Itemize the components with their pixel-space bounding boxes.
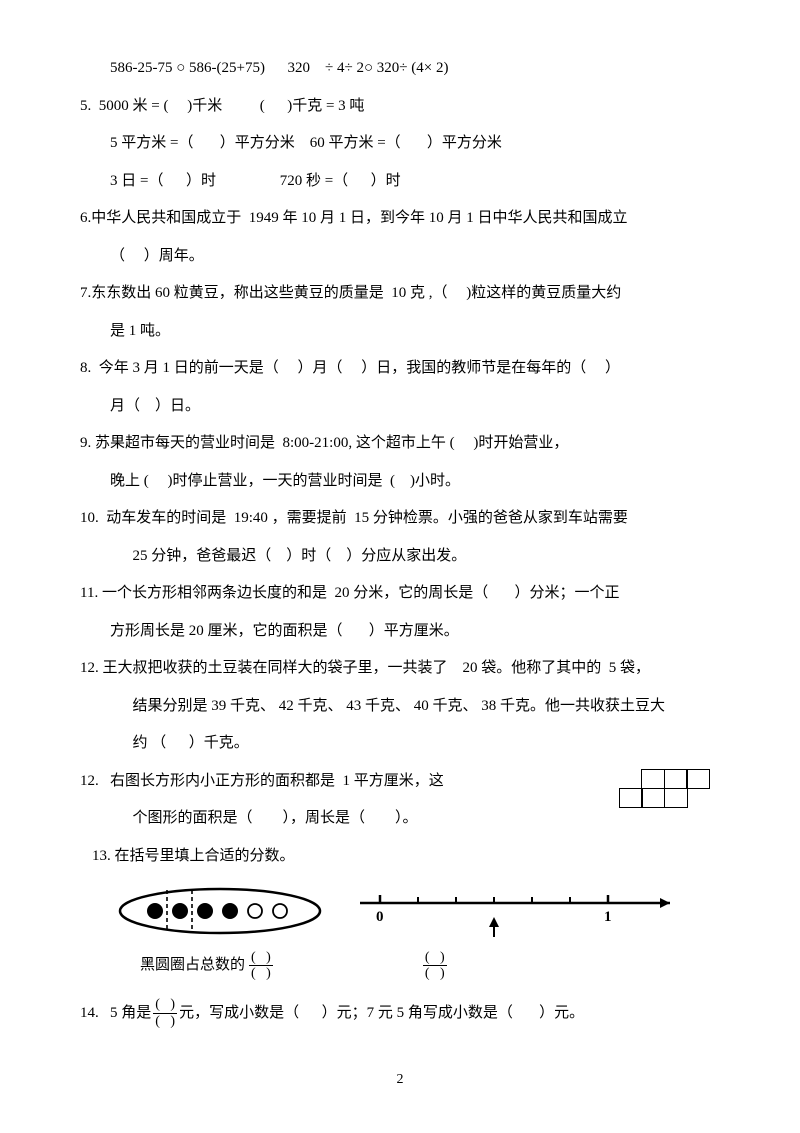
q12r-line1: 12. 右图长方形内小正方形的面积都是 1 平方厘米，这	[80, 763, 620, 801]
q10-line2: 25 分钟，爸爸最迟（ ）时（ ）分应从家出发。	[80, 538, 720, 576]
q13-black-label: 黑圆圈占总数的	[140, 947, 245, 985]
svg-text:1: 1	[604, 909, 612, 925]
q6-line2: （ ）周年。	[80, 238, 720, 276]
fraction-2: ( ) ( )	[423, 950, 447, 982]
q12-line1: 12. 王大叔把收获的土豆装在同样大的袋子里，一共装了 20 袋。他称了其中的 …	[80, 650, 720, 688]
svg-text:0: 0	[376, 909, 384, 925]
q13-labels: 黑圆圈占总数的 ( ) ( ) ( ) ( )	[80, 947, 720, 985]
q14: 14. 5 角是 ( ) ( ) 元，写成小数是（ ）元；7 元 5 角写成小数…	[80, 995, 720, 1033]
q11-line2: 方形周长是 20 厘米，它的面积是（ ）平方厘米。	[80, 613, 720, 651]
q8-line2: 月（ ）日。	[80, 388, 720, 426]
q7-line1: 7.东东数出 60 粒黄豆，称出这些黄豆的质量是 10 克 ,（ )粒这样的黄豆…	[80, 275, 720, 313]
fraction-3: ( ) ( )	[153, 997, 177, 1029]
line-top: 586-25-75 ○ 586-(25+75) 320 ÷ 4÷ 2○ 320÷…	[80, 50, 720, 88]
page-number: 2	[80, 1062, 720, 1097]
q12-line2: 结果分别是 39 千克、 42 千克、 43 千克、 40 千克、 38 千克。…	[80, 688, 720, 726]
q13-figures: 0 1	[80, 881, 720, 941]
q6-line1: 6.中华人民共和国成立于 1949 年 10 月 1 日，到今年 10 月 1 …	[80, 200, 720, 238]
q11-line1: 11. 一个长方形相邻两条边长度的和是 20 分米，它的周长是（ ）分米；一个正	[80, 575, 720, 613]
q9-line2: 晚上 ( )时停止营业，一天的营业时间是 ( )小时。	[80, 463, 720, 501]
q13-title: 13. 在括号里填上合适的分数。	[80, 838, 720, 876]
oval-figure	[110, 884, 330, 939]
q8-line1: 8. 今年 3 月 1 日的前一天是（ ）月（ ）日，我国的教师节是在每年的（ …	[80, 350, 720, 388]
number-line: 0 1	[350, 881, 690, 941]
q5-line1: 5. 5000 米 = ( )千米 ( )千克 = 3 吨	[80, 88, 720, 126]
q9-line1: 9. 苏果超市每天的营业时间是 8:00-21:00, 这个超市上午 ( )时开…	[80, 425, 720, 463]
fraction-1: ( ) ( )	[249, 950, 273, 982]
q5-line2: 5 平方米 =（ ）平方分米 60 平方米 =（ ）平方分米	[80, 125, 720, 163]
q10-line1: 10. 动车发车的时间是 19:40 ，需要提前 15 分钟检票。小强的爸爸从家…	[80, 500, 720, 538]
grid-figure	[620, 771, 710, 808]
q7-line2: 是 1 吨。	[80, 313, 720, 351]
q12r-line2: 个图形的面积是（ ），周长是（ ）。	[80, 800, 620, 838]
q5-line3: 3 日 =（ ）时 720 秒 =（ ）时	[80, 163, 720, 201]
q12-line3: 约 （ ）千克。	[80, 725, 720, 763]
